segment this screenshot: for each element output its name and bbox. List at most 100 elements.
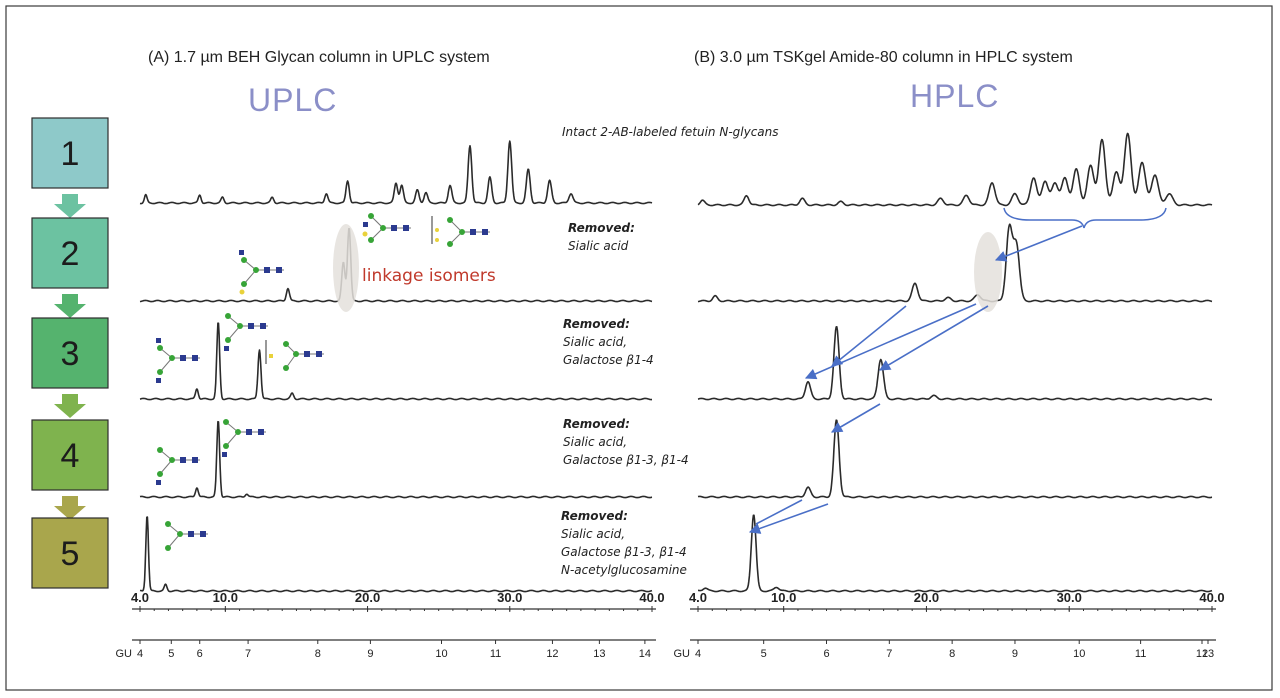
gu-tick-label: 11	[1135, 648, 1146, 660]
x-tick-label: 4.0	[131, 590, 149, 605]
trace3-removed-head: Removed:	[563, 317, 630, 331]
trace2-removed-head: Removed:	[568, 221, 635, 235]
trace5-removed-line: Sialic acid,	[561, 527, 625, 541]
intact-glycans-brace	[1003, 207, 1167, 229]
chromatogram-trace-5	[139, 516, 653, 593]
panel-a-label: UPLC	[248, 82, 337, 118]
link-arrow	[804, 303, 977, 380]
x-tick-label: 20.0	[914, 590, 939, 605]
gu-tick-label: 10	[1073, 648, 1085, 660]
chromatogram-trace-1	[697, 132, 1213, 207]
gu-tick-label: 9	[367, 648, 373, 660]
chromatogram-trace-4	[697, 419, 1213, 499]
gu-tick-label: 8	[949, 648, 955, 660]
link-arrow	[755, 499, 803, 525]
x-tick-label: 30.0	[497, 590, 522, 605]
link-arrow	[879, 305, 989, 371]
chromatogram-trace-5	[697, 514, 1213, 593]
step-arrow-icon	[54, 394, 86, 418]
step-box-rect	[31, 517, 109, 589]
trace4-removed-line: Sialic acid,	[563, 435, 627, 449]
gu-prefix-label: GU	[674, 648, 691, 660]
x-tick-label: 40.0	[639, 590, 664, 605]
trace5-removed-head: Removed:	[561, 509, 628, 523]
glycan-structure-icon	[239, 250, 284, 295]
chromatogram-trace-2	[697, 223, 1213, 303]
trace2-removed-line: Sialic acid	[568, 239, 629, 253]
x-tick-label: 4.0	[689, 590, 707, 605]
trace3-removed-line: Galactose β1-4	[563, 353, 654, 367]
glycan-structure-icon	[222, 419, 266, 457]
panel-a-traces	[139, 140, 653, 593]
gu-tick-label: 9	[1012, 648, 1018, 660]
step-box-rect	[31, 419, 109, 491]
glycan-structure-icon	[265, 340, 324, 371]
trace5-removed-line: N-acetylglucosamine	[561, 563, 687, 577]
glycan-structure-icon	[156, 338, 200, 383]
x-tick-label: 30.0	[1057, 590, 1082, 605]
gu-tick-label: 10	[435, 648, 447, 660]
trace1-note: Intact 2-AB-labeled fetuin N-glycans	[562, 125, 779, 139]
glycan-structure-icon	[431, 216, 490, 247]
gu-tick-label: 13	[593, 648, 605, 660]
step-arrow-icon	[54, 294, 86, 318]
step-box: 1	[31, 117, 109, 189]
gu-tick-label: 5	[761, 648, 767, 660]
step-number: 2	[61, 235, 80, 273]
gu-tick-label: 5	[168, 648, 174, 660]
gu-tick-label: 12	[1196, 648, 1208, 660]
step-arrow-icon	[54, 194, 86, 218]
glycan-structure-icon	[224, 313, 268, 351]
x-tick-label: 20.0	[355, 590, 380, 605]
panel-a-axes: 4.0 10.0 20.0 30.0 40.0 4 5 6 7 8 9 10 11 12 13 14 GU	[116, 590, 665, 660]
gu-tick-label: 11	[490, 648, 501, 660]
link-arrow	[831, 305, 907, 367]
gu-tick-label: 4	[137, 648, 143, 660]
panel-b-label: HPLC	[910, 78, 999, 114]
glycan-structure-icon	[165, 521, 208, 551]
step-arrow-icon	[54, 496, 86, 520]
glycan-structure-icon	[362, 213, 411, 243]
linkage-highlight-b	[974, 232, 1002, 312]
step-number: 3	[61, 335, 80, 373]
step-box: 5	[31, 517, 109, 589]
gu-tick-label: 12	[546, 648, 558, 660]
trace3-removed-line: Sialic acid,	[563, 335, 627, 349]
chromatogram-trace-2	[139, 228, 653, 303]
step-number: 4	[61, 437, 80, 475]
x-tick-label: 10.0	[771, 590, 796, 605]
gu-tick-label: 6	[823, 648, 829, 660]
glycan-structure-icon	[156, 447, 200, 485]
panel-b-title: (B) 3.0 µm TSKgel Amide-80 column in HPL…	[694, 49, 1073, 66]
link-arrow	[748, 503, 829, 534]
chromatogram-trace-3	[697, 326, 1213, 401]
step-boxes: 1 2 3 4 5	[31, 117, 109, 589]
trace4-removed-line: Galactose β1-3, β1-4	[563, 453, 689, 467]
chromatogram-trace-1	[139, 140, 653, 205]
trace4-removed-head: Removed:	[563, 417, 630, 431]
chromatogram-trace-3	[139, 322, 653, 401]
link-arrow	[994, 225, 1083, 262]
gu-tick-label: 6	[197, 648, 203, 660]
chromatogram-trace-4	[139, 420, 653, 499]
x-tick-label: 10.0	[213, 590, 238, 605]
gu-tick-label: 14	[639, 648, 651, 660]
x-tick-label: 40.0	[1199, 590, 1224, 605]
step-box: 3	[31, 317, 109, 389]
step-number: 5	[61, 535, 80, 573]
outer-frame	[5, 5, 1273, 691]
linkage-highlight-a	[333, 224, 359, 312]
step-box-rect	[31, 317, 109, 389]
panel-a-title: (A) 1.7 µm BEH Glycan column in UPLC sys…	[148, 49, 490, 66]
panel-b-traces	[697, 132, 1213, 593]
gu-prefix-label: GU	[116, 648, 133, 660]
trace5-removed-line: Galactose β1-3, β1-4	[561, 545, 687, 559]
link-arrow	[831, 403, 881, 433]
step-number: 1	[61, 135, 80, 173]
step-box: 4	[31, 419, 109, 491]
gu-tick-label: 7	[245, 648, 251, 660]
gu-tick-label: 7	[886, 648, 892, 660]
step-box-rect	[31, 217, 109, 289]
